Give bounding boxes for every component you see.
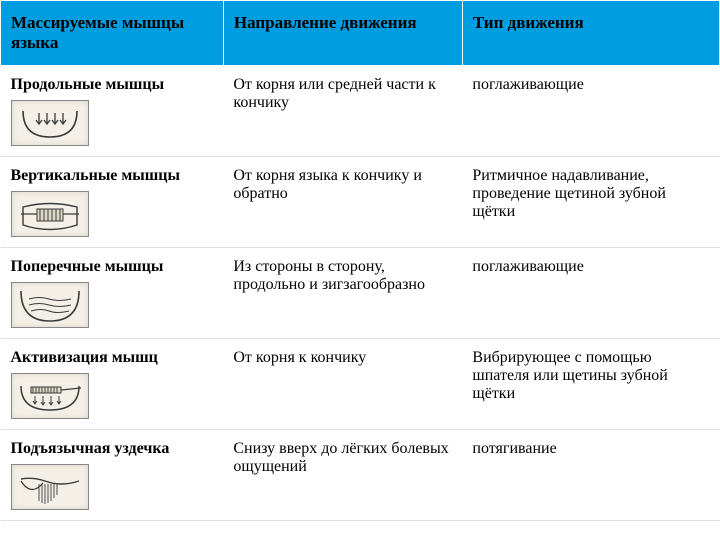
diagram-frenulum-icon [11,464,89,510]
direction-cell: Из стороны в сторону, продольно и зигзаг… [223,248,462,339]
direction-cell: От корня или средней части к кончику [223,66,462,157]
diagram-activation-icon [11,373,89,419]
muscle-name: Поперечные мышцы [11,258,214,276]
type-cell: Вибрирующее с помощью шпателя или щетины… [462,339,719,430]
massage-table: Массируемые мышцы языка Направление движ… [0,0,720,521]
table-row: Вертикальные мышцы От корня языка к конч… [1,157,720,248]
direction-cell: От корня языка к кончику и обратно [223,157,462,248]
muscle-name: Активизация мышц [11,349,214,367]
type-cell: потягивание [462,430,719,521]
diagram-longitudinal-icon [11,100,89,146]
table-row: Активизация мышц [1,339,720,430]
direction-cell: Снизу вверх до лёгких болевых ощущений [223,430,462,521]
direction-cell: От корня к кончику [223,339,462,430]
header-col-direction: Направление движения [223,1,462,66]
type-cell: поглаживающие [462,66,719,157]
table-row: Продольные мышцы От корня или средней ча… [1,66,720,157]
type-cell: поглаживающие [462,248,719,339]
muscle-name: Продольные мышцы [11,76,214,94]
diagram-transverse-icon [11,282,89,328]
table-row: Поперечные мышцы Из стороны в сторону, п… [1,248,720,339]
table-header: Массируемые мышцы языка Направление движ… [1,1,720,66]
header-col-type: Тип движения [462,1,719,66]
muscle-name: Вертикальные мышцы [11,167,214,185]
type-cell: Ритмичное надавливание, проведение щетин… [462,157,719,248]
table-row: Подъязычная уздечка Снизу вверх до лёгки… [1,430,720,521]
header-col-muscle: Массируемые мышцы языка [1,1,224,66]
muscle-name: Подъязычная уздечка [11,440,214,458]
diagram-vertical-icon [11,191,89,237]
